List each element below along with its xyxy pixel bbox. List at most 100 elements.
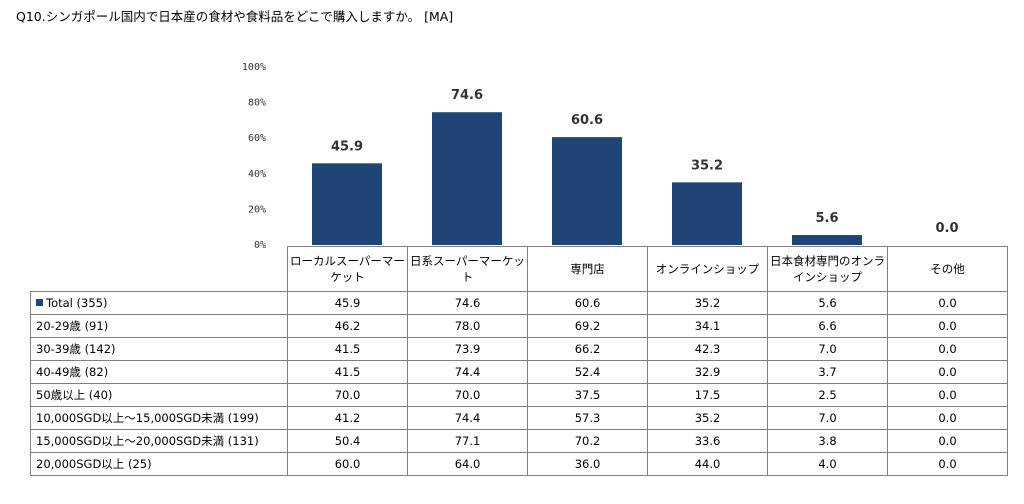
table-cell: 5.6 [767, 291, 888, 315]
table-cell: 52.4 [527, 360, 648, 384]
data-label: 5.6 [815, 211, 838, 226]
table-cell: 74.4 [407, 406, 528, 430]
column-header: ローカルスーパーマー ケット [287, 246, 408, 292]
table-row: 40-49歳 (82) 41.5 74.4 52.4 32.9 3.7 0.0 [30, 360, 1008, 384]
y-tick-label: 40% [248, 169, 266, 180]
table-cell: 77.1 [407, 429, 528, 453]
table-cell: 46.2 [287, 314, 408, 338]
table-cell: 0.0 [887, 429, 1008, 453]
data-label: 45.9 [331, 139, 363, 154]
table-row: 20-29歳 (91) 46.2 78.0 69.2 34.1 6.6 0.0 [30, 314, 1008, 338]
y-tick-label: 100% [242, 62, 266, 73]
row-label: Total (355) [30, 291, 288, 315]
row-label-text: 10,000SGD以上～15,000SGD未満 (199) [36, 411, 259, 425]
table-header-row: ローカルスーパーマー ケット 日系スーパーマーケット 専門店 オンラインショップ 日本食材… [30, 246, 1008, 292]
table-cell: 37.5 [527, 383, 648, 407]
column-header-text: 日本食材専門のオンラ [770, 254, 885, 268]
table-cell: 4.0 [767, 452, 888, 476]
row-label: 10,000SGD以上～15,000SGD未満 (199) [30, 406, 288, 430]
table-row: 15,000SGD以上～20,000SGD未満 (131) 50.4 77.1 70.… [30, 429, 1008, 453]
table-cell: 42.3 [647, 337, 768, 361]
table-cell: 35.2 [647, 406, 768, 430]
column-header-text: ローカルスーパーマー [290, 254, 405, 268]
column-header-text: その他 [930, 262, 965, 276]
column-header: 日系スーパーマーケット [407, 246, 528, 292]
table-cell: 70.0 [287, 383, 408, 407]
table-cell: 41.2 [287, 406, 408, 430]
column-header: 日本食材専門のオンラ インショップ [767, 246, 888, 292]
bar-chart: 0% 20% 40% 60% 80% 100% 45.9 74.6 60.6 35.2 5.6 0.0 [242, 62, 959, 250]
table-cell: 45.9 [287, 291, 408, 315]
row-label-text: 50歳以上 (40) [36, 388, 113, 402]
page-title: Q10.シンガポール国内で日本産の食材や食料品をどこで購入しますか。 [MA] [16, 9, 454, 24]
table-row: 30-39歳 (142) 41.5 73.9 66.2 42.3 7.0 0.0 [30, 337, 1008, 361]
table-cell: 44.0 [647, 452, 768, 476]
table-cell: 3.8 [767, 429, 888, 453]
row-label: 50歳以上 (40) [30, 383, 288, 407]
table-cell: 70.2 [527, 429, 648, 453]
table-cell: 41.5 [287, 360, 408, 384]
table-cell: 0.0 [887, 337, 1008, 361]
y-tick-label: 0% [254, 240, 266, 250]
row-label-text: Total (355) [46, 296, 108, 310]
row-label-text: 15,000SGD以上～20,000SGD未満 (131) [36, 434, 259, 448]
data-label: 35.2 [691, 158, 723, 173]
table-cell: 70.0 [407, 383, 528, 407]
column-header-text: 専門店 [570, 262, 605, 276]
row-label: 30-39歳 (142) [30, 337, 288, 361]
table-cell: 64.0 [407, 452, 528, 476]
column-header-text: オンラインショップ [655, 262, 760, 276]
row-label-text: 40-49歳 (82) [36, 365, 109, 379]
table-cell: 41.5 [287, 337, 408, 361]
table-cell: 33.6 [647, 429, 768, 453]
table-cell: 0.0 [887, 406, 1008, 430]
column-header: 専門店 [527, 246, 648, 292]
row-label-text: 30-39歳 (142) [36, 342, 116, 356]
bar [432, 112, 502, 245]
table-cell: 0.0 [887, 452, 1008, 476]
table-cell: 74.4 [407, 360, 528, 384]
column-header-text: インショップ [793, 270, 862, 284]
table-row: Total (355) 45.9 74.6 60.6 35.2 5.6 0.0 [30, 291, 1008, 315]
bar [552, 137, 622, 245]
table-cell: 6.6 [767, 314, 888, 338]
bar [672, 182, 742, 245]
table-cell: 3.7 [767, 360, 888, 384]
table-cell: 73.9 [407, 337, 528, 361]
table-cell: 69.2 [527, 314, 648, 338]
table-cell: 0.0 [887, 360, 1008, 384]
table-cell: 34.1 [647, 314, 768, 338]
data-label: 74.6 [451, 88, 483, 103]
column-header: オンラインショップ [647, 246, 768, 292]
table-cell: 36.0 [527, 452, 648, 476]
table-cell: 50.4 [287, 429, 408, 453]
row-label: 20,000SGD以上 (25) [30, 452, 288, 476]
table-cell: 60.6 [527, 291, 648, 315]
table-row: 50歳以上 (40) 70.0 70.0 37.5 17.5 2.5 0.0 [30, 383, 1008, 407]
data-table: ローカルスーパーマー ケット 日系スーパーマーケット 専門店 オンラインショップ 日本食材… [30, 246, 1008, 476]
data-label: 0.0 [935, 221, 958, 236]
table-cell: 17.5 [647, 383, 768, 407]
table-cell: 0.0 [887, 314, 1008, 338]
table-cell: 60.0 [287, 452, 408, 476]
row-label-text: 20-29歳 (91) [36, 319, 109, 333]
table-corner [30, 246, 288, 292]
table-row: 20,000SGD以上 (25) 60.0 64.0 36.0 44.0 4.0 0.0 [30, 452, 1008, 476]
table-cell: 7.0 [767, 406, 888, 430]
table-cell: 35.2 [647, 291, 768, 315]
table-cell: 57.3 [527, 406, 648, 430]
y-tick-label: 20% [248, 204, 266, 215]
bar [312, 163, 382, 245]
column-header-text: ケット [330, 270, 365, 284]
row-label: 20-29歳 (91) [30, 314, 288, 338]
y-tick-label: 80% [248, 98, 266, 109]
table-cell: 2.5 [767, 383, 888, 407]
column-header-text: 日系スーパーマーケット [410, 254, 525, 284]
column-header: その他 [887, 246, 1008, 292]
row-label: 40-49歳 (82) [30, 360, 288, 384]
row-label: 15,000SGD以上～20,000SGD未満 (131) [30, 429, 288, 453]
table-cell: 0.0 [887, 291, 1008, 315]
legend-swatch-icon [36, 299, 43, 306]
data-label: 60.6 [571, 113, 603, 128]
table-cell: 66.2 [527, 337, 648, 361]
